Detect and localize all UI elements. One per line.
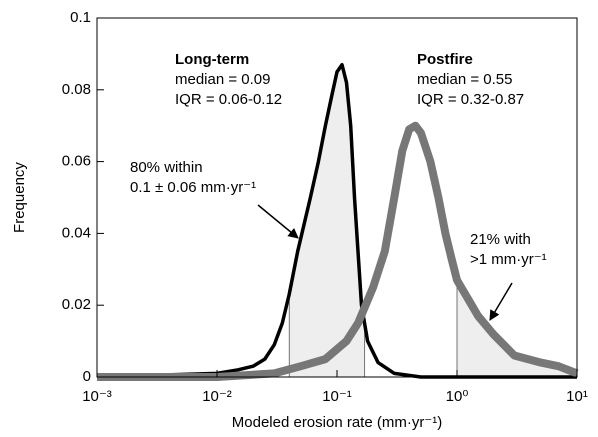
x-axis-label: Modeled erosion rate (mm·yr⁻¹): [232, 414, 442, 431]
x-tick-label: 10⁻¹: [322, 388, 352, 405]
y-tick-label: 0.04: [62, 224, 91, 241]
annotation: Long-term: [175, 51, 249, 68]
annotation: >1 mm·yr⁻¹: [470, 251, 547, 268]
y-tick-label: 0.1: [70, 9, 91, 26]
y-axis-label: Frequency: [11, 162, 28, 233]
annotation: IQR = 0.06-0.12: [175, 91, 282, 108]
annotation: 0.1 ± 0.06 mm·yr⁻¹: [130, 179, 256, 196]
annotation: median = 0.55: [417, 71, 513, 88]
annotation: Postfire: [417, 51, 473, 68]
arrow: [489, 282, 513, 321]
arrow: [257, 204, 299, 239]
annotation: 80% within: [130, 159, 203, 176]
y-tick-label: 0.06: [62, 153, 91, 170]
x-tick-label: 10⁻²: [202, 388, 232, 405]
annotation: IQR = 0.32-0.87: [417, 91, 524, 108]
x-tick-label: 10⁰: [446, 388, 469, 405]
shaded-range: [457, 280, 577, 377]
shaded-range: [289, 64, 365, 378]
x-tick-label: 10⁻³: [82, 388, 112, 405]
annotation: median = 0.09: [175, 71, 271, 88]
series-line: [97, 121, 579, 381]
y-tick-label: 0.08: [62, 81, 91, 98]
series-line: [96, 62, 577, 379]
x-tick-label: 10¹: [566, 388, 588, 405]
annotation: 21% with: [470, 231, 531, 248]
y-tick-label: 0: [83, 368, 91, 385]
y-tick-label: 0.02: [62, 296, 91, 313]
